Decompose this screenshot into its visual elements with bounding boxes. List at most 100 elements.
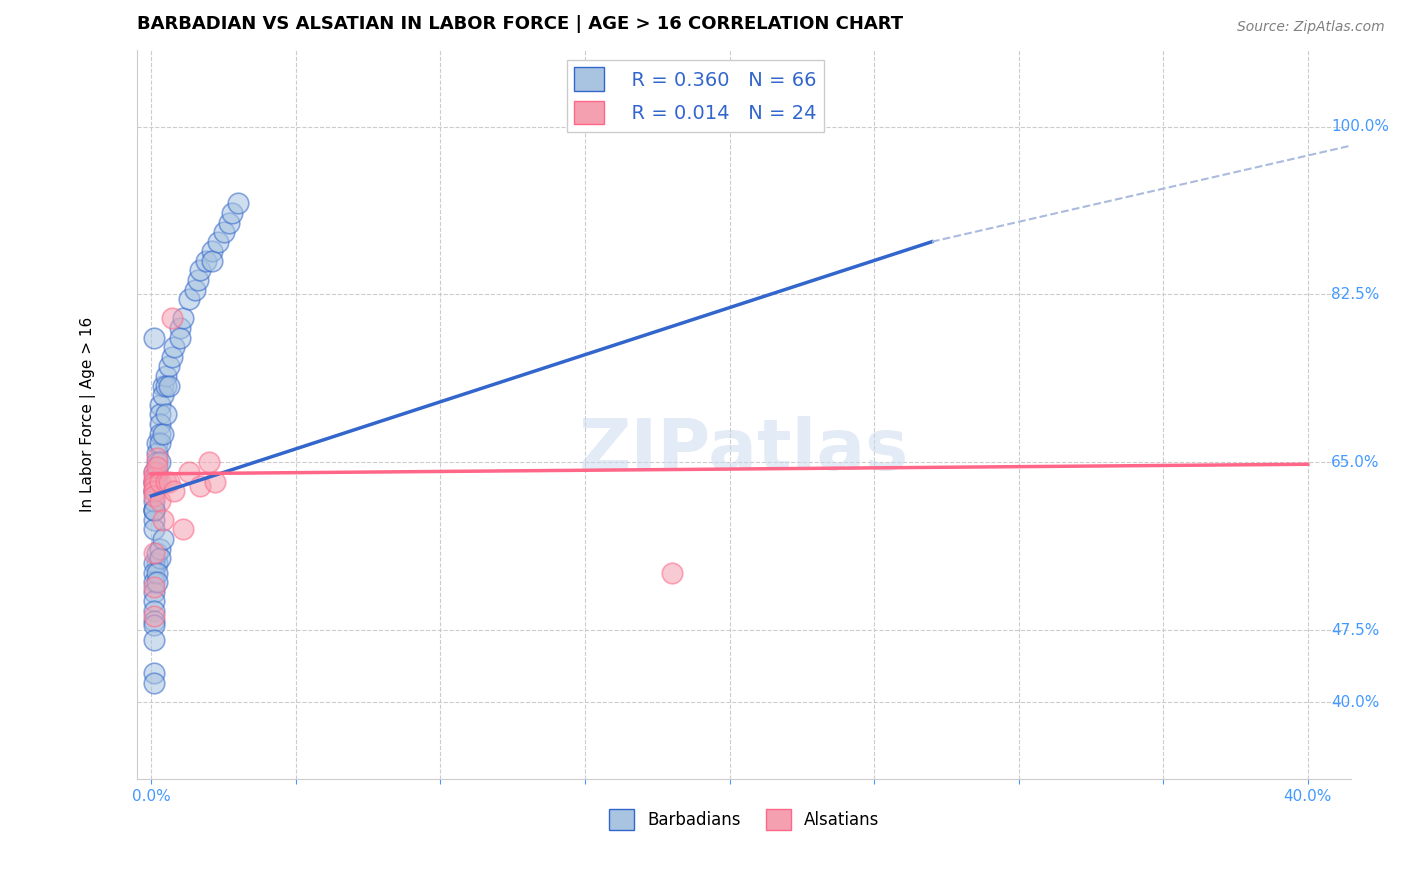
Point [143, 475, 166, 489]
Point [221, 206, 243, 220]
Point [143, 469, 166, 483]
Point [146, 460, 169, 475]
Point [143, 604, 166, 618]
Point [160, 311, 183, 326]
Point [226, 196, 249, 211]
Point [143, 676, 166, 690]
Point [146, 575, 169, 590]
Point [146, 566, 169, 580]
Text: In Labor Force | Age > 16: In Labor Force | Age > 16 [80, 317, 97, 512]
Point [146, 450, 169, 465]
Point [143, 503, 166, 517]
Point [143, 608, 166, 623]
Point [146, 446, 169, 460]
Point [157, 378, 180, 392]
Point [155, 369, 177, 384]
Point [172, 311, 194, 326]
Point [155, 408, 177, 422]
Point [143, 475, 166, 489]
Point [149, 551, 172, 566]
Point [195, 253, 218, 268]
Point [152, 532, 174, 546]
Point [157, 359, 180, 374]
Point [143, 523, 166, 537]
Point [143, 503, 166, 517]
Text: ZIPatlas: ZIPatlas [579, 417, 910, 485]
Point [143, 618, 166, 632]
Point [143, 580, 166, 594]
Point [201, 244, 224, 259]
Point [157, 475, 180, 489]
Point [149, 408, 172, 422]
Point [143, 484, 166, 499]
Point [207, 235, 229, 249]
Point [149, 455, 172, 469]
Point [143, 575, 166, 590]
Point [143, 479, 166, 493]
Point [143, 556, 166, 570]
Point [143, 594, 166, 608]
Point [143, 513, 166, 527]
Point [146, 455, 169, 469]
Point [155, 378, 177, 392]
Point [143, 503, 166, 517]
Point [198, 455, 221, 469]
Point [149, 541, 172, 556]
Point [143, 493, 166, 508]
Point [143, 546, 166, 560]
Point [149, 475, 172, 489]
Text: Source: ZipAtlas.com: Source: ZipAtlas.com [1237, 20, 1385, 34]
Point [190, 479, 212, 493]
Point [177, 292, 200, 306]
Point [218, 215, 240, 229]
Point [172, 523, 194, 537]
Text: 82.5%: 82.5% [1331, 287, 1379, 302]
Point [149, 417, 172, 431]
Point [201, 253, 224, 268]
Point [152, 388, 174, 402]
Point [155, 475, 177, 489]
Point [143, 632, 166, 647]
Point [146, 465, 169, 479]
Point [146, 546, 169, 560]
Point [143, 566, 166, 580]
Point [143, 484, 166, 499]
Point [143, 331, 166, 345]
Text: BARBADIAN VS ALSATIAN IN LABOR FORCE | AGE > 16 CORRELATION CHART: BARBADIAN VS ALSATIAN IN LABOR FORCE | A… [136, 15, 903, 33]
Point [160, 350, 183, 364]
Legend: Barbadians, Alsatians: Barbadians, Alsatians [602, 803, 886, 836]
Point [212, 225, 235, 239]
Point [143, 465, 166, 479]
Point [169, 331, 191, 345]
Point [204, 475, 226, 489]
Point [163, 340, 186, 354]
Point [149, 436, 172, 450]
Point [146, 475, 169, 489]
Point [152, 426, 174, 441]
Text: 40.0%: 40.0% [1331, 695, 1379, 710]
Point [152, 513, 174, 527]
Point [152, 378, 174, 392]
Point [146, 436, 169, 450]
Point [183, 283, 205, 297]
Point [143, 666, 166, 681]
Text: 47.5%: 47.5% [1331, 623, 1379, 638]
Point [146, 556, 169, 570]
Point [163, 484, 186, 499]
Point [143, 585, 166, 599]
Point [190, 263, 212, 277]
Point [169, 321, 191, 335]
Text: 65.0%: 65.0% [1331, 455, 1379, 470]
Point [143, 489, 166, 503]
Point [143, 475, 166, 489]
Text: 100.0%: 100.0% [1331, 119, 1389, 134]
Point [143, 465, 166, 479]
Point [187, 273, 209, 287]
Point [177, 465, 200, 479]
Point [149, 426, 172, 441]
Point [149, 493, 172, 508]
Point [661, 566, 683, 580]
Point [143, 484, 166, 499]
Point [149, 398, 172, 412]
Point [143, 614, 166, 628]
